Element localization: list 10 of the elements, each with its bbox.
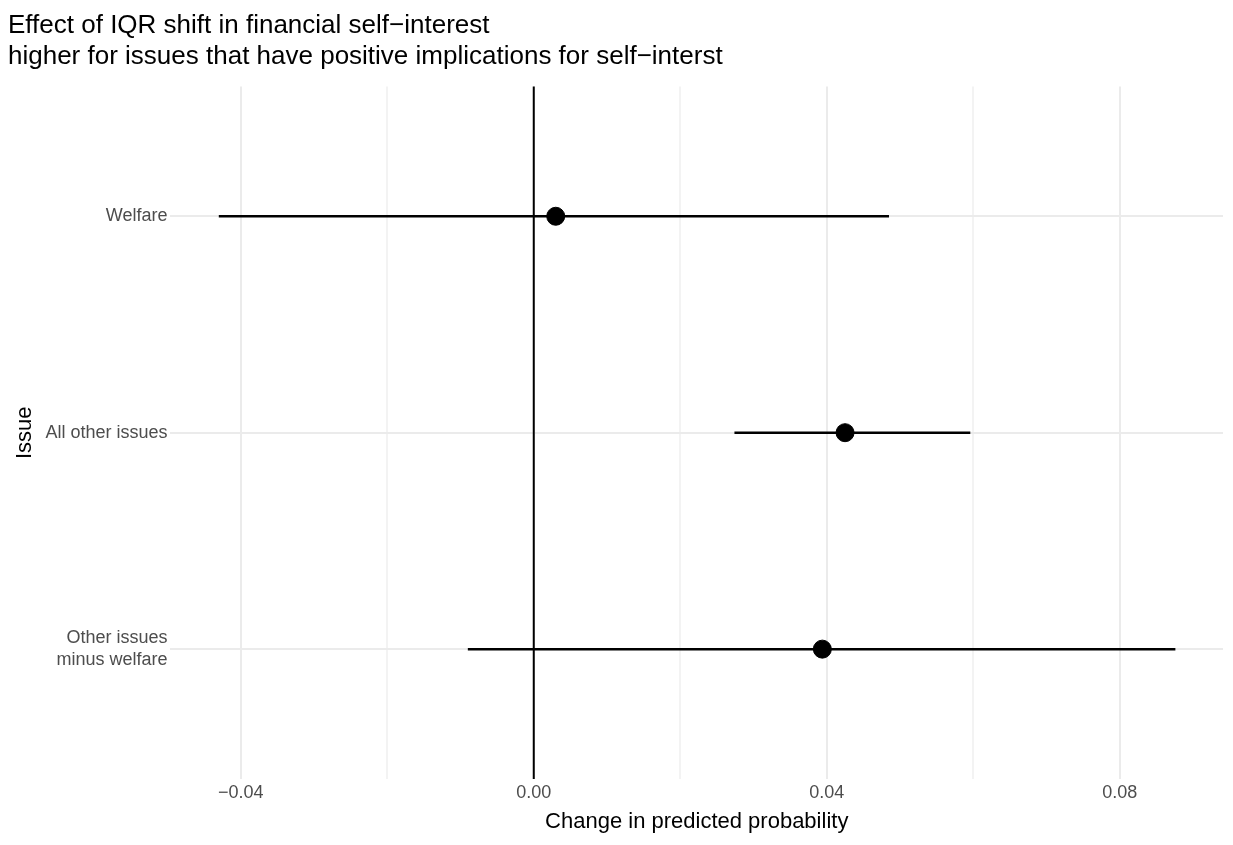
x-tick-label: −0.04 — [218, 781, 264, 802]
x-tick-label: 0.04 — [809, 781, 845, 802]
y-tick-label: Welfare — [105, 205, 168, 226]
x-axis-title: Change in predicted probability — [545, 807, 849, 833]
y-axis-title: Issue — [11, 406, 37, 459]
chart-title: Effect of IQR shift in financial self−interest higher for issues that have positive implications for self−interst — [8, 8, 724, 70]
y-tick-label: All other issues — [45, 421, 168, 442]
y-tick-label: Other issues minus welfare — [56, 627, 168, 669]
x-tick-label: 0.00 — [516, 781, 552, 802]
x-tick-label: 0.08 — [1102, 781, 1138, 802]
